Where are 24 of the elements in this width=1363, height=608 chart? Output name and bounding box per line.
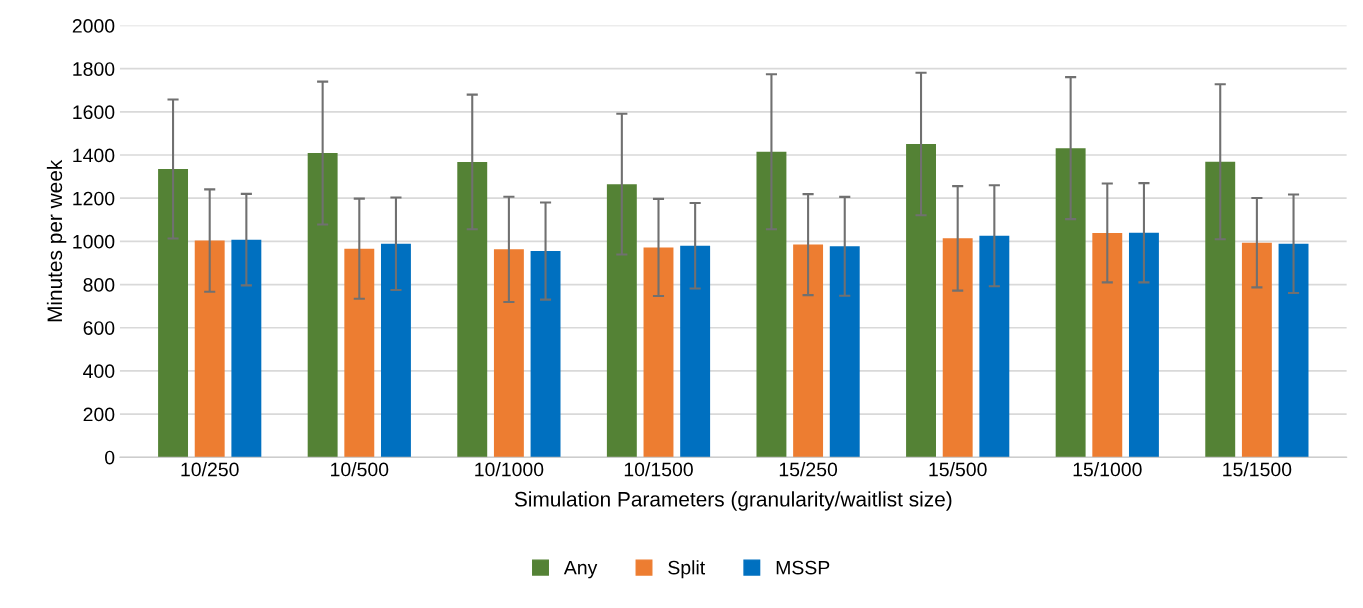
y-tick-label: 1200	[73, 191, 115, 206]
x-tick-label: 15/250	[779, 462, 838, 477]
x-tick-label: 10/250	[181, 462, 239, 477]
x-axis-title: Simulation Parameters (granularity/waitlist size)	[514, 491, 952, 511]
y-tick-label: 1000	[73, 234, 115, 249]
y-tick-label: 1400	[73, 148, 115, 163]
x-tick-label: 15/500	[929, 462, 987, 477]
y-tick-label: 800	[83, 278, 115, 292]
x-tick-label: 10/500	[331, 462, 389, 477]
y-tick-label: 2000	[72, 19, 115, 33]
x-tick-label: 15/1500	[1223, 462, 1292, 477]
x-tick-label: 10/1500	[624, 462, 693, 477]
y-tick-label: 400	[83, 364, 115, 379]
y-tick-label: 1600	[73, 105, 115, 120]
legend-label: MSSP	[776, 560, 830, 575]
legend-label: Split	[668, 560, 706, 579]
y-tick-label: 600	[83, 321, 115, 335]
y-tick-label: 200	[83, 407, 115, 422]
y-tick-label: 0	[105, 450, 115, 465]
y-tick-label: 1800	[73, 62, 115, 76]
legend-label: Any	[563, 560, 598, 579]
x-tick-label: 15/1000	[1073, 462, 1142, 477]
y-axis-title: Minutes per week	[46, 159, 67, 322]
x-tick-label: 10/1000	[475, 462, 544, 477]
